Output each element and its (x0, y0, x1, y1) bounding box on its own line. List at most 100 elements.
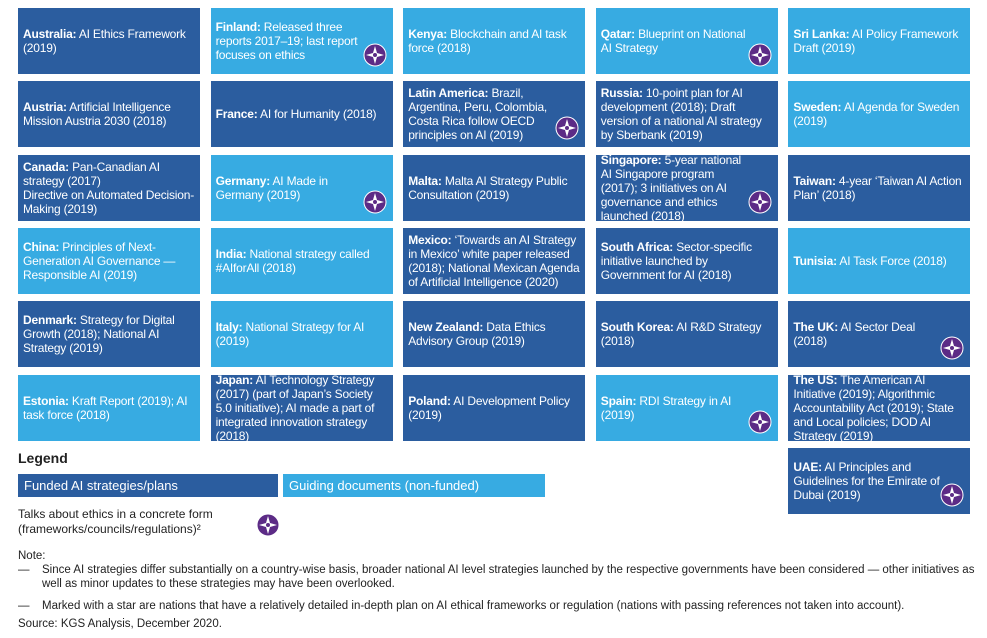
legend-guiding: Guiding documents (non-funded) (283, 474, 545, 497)
country-tile: Austria: Artificial Intelligence Mission… (18, 81, 200, 148)
tile-text: Qatar: Blueprint on National AI Strategy (601, 27, 773, 55)
tile-text: Singapore: 5-year national AI Singapore … (601, 153, 773, 223)
tile-text: Sri Lanka: AI Policy Framework Draft (20… (793, 27, 965, 55)
tile-text: Spain: RDI Strategy in AI (2019) (601, 394, 773, 422)
initiative-text: Sector-specific initiative launched by G… (600, 239, 752, 282)
initiative-text: Blueprint on National AI Strategy (600, 27, 746, 55)
country-tile: South Korea: AI R&D Strategy (2018) (595, 301, 778, 368)
country-name: UAE: (793, 459, 822, 474)
country-tile: Kenya: Blockchain and AI task force (201… (403, 8, 586, 74)
country-name: Germany: (215, 173, 271, 188)
ethics-star (940, 483, 964, 510)
country-tile: Australia: AI Ethics Framework (2019) (18, 8, 200, 74)
tile-text: The UK: AI Sector Deal (2018) (793, 320, 965, 348)
initiative-text: The American AI Initiative (2019); Algor… (793, 372, 954, 443)
initiative-text: Malta AI Strategy Public Consultation (2… (408, 173, 568, 202)
country-name: Denmark: (23, 313, 77, 328)
country-name: Tunisia: (793, 253, 837, 268)
country-name: New Zealand: (408, 320, 484, 335)
initiative-text: Data Ethics Advisory Group (2019) (408, 320, 546, 349)
country-name: Singapore: (600, 152, 662, 167)
country-tile: South Africa: Sector-specific initiative… (595, 227, 778, 294)
country-name: Estonia: (23, 393, 69, 408)
tile-text: India: National strategy called #AIforAl… (216, 247, 388, 275)
tile-text: China: Principles of Next-Generation AI … (23, 240, 195, 282)
country-tile: Denmark: Strategy for Digital Growth (20… (18, 301, 200, 368)
country-tile: Italy: National Strategy for AI (2019) (210, 301, 393, 368)
tile-text: Mexico: ‘Towards an AI Strategy in Mexic… (408, 233, 580, 289)
tile-text: Latin America: Brazil, Argentina, Peru, … (408, 86, 580, 142)
initiative-text: Strategy for Digital Growth (2018); Nati… (23, 313, 175, 356)
tile-text: Malta: Malta AI Strategy Public Consulta… (408, 174, 580, 202)
country-name: Sweden: (793, 100, 842, 115)
country-name: France: (215, 107, 258, 122)
country-tile: Sri Lanka: AI Policy Framework Draft (20… (788, 8, 971, 74)
tile-text: Estonia: Kraft Report (2019); AI task fo… (23, 394, 195, 422)
tile-text: Canada: Pan-Canadian AI strategy (2017) … (23, 160, 195, 216)
ethics-star (748, 410, 772, 437)
country-tile: Mexico: ‘Towards an AI Strategy in Mexic… (403, 227, 586, 294)
country-name: Poland: (408, 393, 451, 408)
note-text: Since AI strategies differ substantially… (42, 564, 975, 590)
tile-text: Italy: National Strategy for AI (2019) (216, 320, 388, 348)
country-tile: Sweden: AI Agenda for Sweden (2019) (788, 81, 971, 148)
initiative-text: Released three reports 2017–19; last rep… (215, 20, 358, 62)
country-tile: China: Principles of Next-Generation AI … (18, 227, 200, 294)
initiative-text: National strategy called #AIforAll (2018… (215, 246, 370, 275)
country-tile: India: National strategy called #AIforAl… (210, 227, 393, 294)
country-tile: Germany: AI Made in Germany (2019) (210, 154, 393, 221)
country-name: Russia: (600, 86, 643, 101)
initiative-text: Blockchain and AI task force (2018) (408, 27, 567, 55)
country-tile: Spain: RDI Strategy in AI (2019) (595, 374, 778, 441)
initiative-text: AI Policy Framework Draft (2019) (793, 27, 959, 55)
tile-text: UAE: AI Principles and Guidelines for th… (793, 460, 965, 502)
country-tile: Latin America: Brazil, Argentina, Peru, … (403, 81, 586, 148)
tile-text: Japan: AI Technology Strategy (2017) (pa… (216, 373, 388, 443)
source: Source: KGS Analysis, December 2020. (18, 618, 222, 630)
initiative-text: AI Task Force (2018) (839, 253, 947, 268)
legend-ethics: Talks about ethics in a concrete form (f… (18, 507, 213, 536)
country-name: Kenya: (408, 27, 448, 41)
initiative-text: 4-year ‘Taiwan AI Action Plan’ (2018) (793, 173, 962, 202)
country-tile: Tunisia: AI Task Force (2018) (788, 227, 971, 294)
tile-text: The US: The American AI Initiative (2019… (793, 373, 965, 443)
initiative-text: ‘Towards an AI Strategy in Mexico’ white… (408, 232, 580, 289)
country-name: Austria: (23, 100, 67, 115)
country-name: Canada: (23, 159, 69, 174)
country-tile: The UK: AI Sector Deal (2018) (788, 301, 971, 368)
initiative-text: AI for Humanity (2018) (260, 107, 377, 122)
initiative-text: Principles of Next-Generation AI Governa… (23, 239, 176, 282)
initiative-text: Brazil, Argentina, Peru, Colombia, Costa… (408, 86, 548, 143)
tile-text: Germany: AI Made in Germany (2019) (216, 174, 388, 202)
initiative-text: AI Agenda for Sweden (2019) (793, 100, 960, 129)
country-tile: Qatar: Blueprint on National AI Strategy (595, 8, 778, 74)
country-name: China: (23, 239, 60, 254)
country-name: Taiwan: (793, 173, 836, 188)
country-tile: Estonia: Kraft Report (2019); AI task fo… (18, 374, 200, 441)
country-tile: New Zealand: Data Ethics Advisory Group … (403, 301, 586, 368)
initiative-text: Artificial Intelligence Mission Austria … (23, 100, 171, 129)
initiative-text: RDI Strategy in AI (2019) (600, 393, 732, 422)
country-tile: Taiwan: 4-year ‘Taiwan AI Action Plan’ (… (788, 154, 971, 221)
country-tile: Poland: AI Development Policy (2019) (403, 374, 586, 441)
legend-title: Legend (18, 450, 68, 466)
initiative-text: 10-point plan for AI development (2018);… (600, 86, 762, 143)
country-name: South Africa: (600, 239, 674, 254)
note-marker: — (18, 600, 30, 612)
country-name: The US: (793, 372, 838, 387)
initiative-text: AI Technology Strategy (2017) (part of J… (215, 372, 375, 443)
legend-funded: Funded AI strategies/plans (18, 474, 278, 497)
tile-text: Poland: AI Development Policy (2019) (408, 394, 580, 422)
note-item: — Since AI strategies differ substantiall… (18, 563, 978, 591)
ethics-star (748, 190, 772, 217)
note-title: Note: (18, 550, 46, 562)
country-name: Qatar: (600, 27, 635, 41)
initiative-text: Pan-Canadian AI strategy (2017) Directiv… (23, 159, 195, 216)
initiative-text: AI R&D Strategy (2018) (600, 320, 762, 349)
initiative-text: AI Made in Germany (2019) (215, 173, 328, 202)
country-name: India: (215, 246, 247, 261)
country-tile: Japan: AI Technology Strategy (2017) (pa… (210, 373, 393, 443)
initiative-text: AI Development Policy (2019) (408, 393, 570, 422)
country-name: South Korea: (600, 320, 674, 335)
tile-text: France: AI for Humanity (2018) (216, 107, 388, 121)
